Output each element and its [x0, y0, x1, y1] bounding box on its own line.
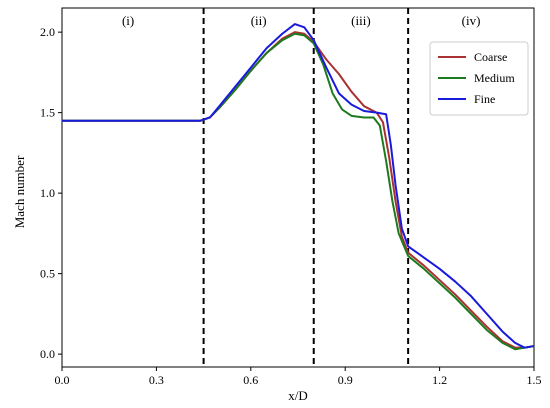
- y-tick-label: 1.5: [40, 106, 55, 120]
- series-line-fine: [62, 23, 535, 349]
- legend-label-fine: Fine: [474, 92, 495, 106]
- y-tick-label: 0.5: [40, 267, 55, 281]
- x-tick-label: 0.0: [55, 373, 70, 387]
- region-label: (ii): [251, 13, 267, 28]
- region-dividers: (i) (ii) (iii) (iv): [122, 8, 481, 367]
- region-label: (i): [122, 13, 134, 28]
- legend: Coarse Medium Fine: [429, 41, 529, 116]
- region-label: (iv): [462, 13, 481, 28]
- x-axis-label: x/D: [288, 388, 308, 403]
- x-tick-label: 1.5: [527, 373, 542, 387]
- series-line-medium: [62, 32, 535, 351]
- x-tick-label: 0.3: [149, 373, 164, 387]
- x-tick-label: 0.6: [243, 373, 258, 387]
- legend-box: [429, 41, 529, 116]
- x-tick-label: 1.2: [432, 373, 447, 387]
- series-lines: [62, 23, 535, 351]
- y-tick-label: 0.0: [40, 347, 55, 361]
- axes: 0.0 0.3 0.6 0.9 1.2 1.5 0.0 0.5 1.0 1.5 2.0: [40, 7, 542, 387]
- y-tick-label: 2.0: [40, 25, 55, 39]
- y-axis-label: Mach number: [12, 155, 27, 228]
- legend-label-medium: Medium: [474, 71, 515, 85]
- legend-label-coarse: Coarse: [474, 50, 507, 64]
- y-tick-label: 1.0: [40, 186, 55, 200]
- region-label: (iii): [351, 13, 371, 28]
- x-tick-label: 0.9: [338, 373, 353, 387]
- plot-frame: [61, 7, 535, 368]
